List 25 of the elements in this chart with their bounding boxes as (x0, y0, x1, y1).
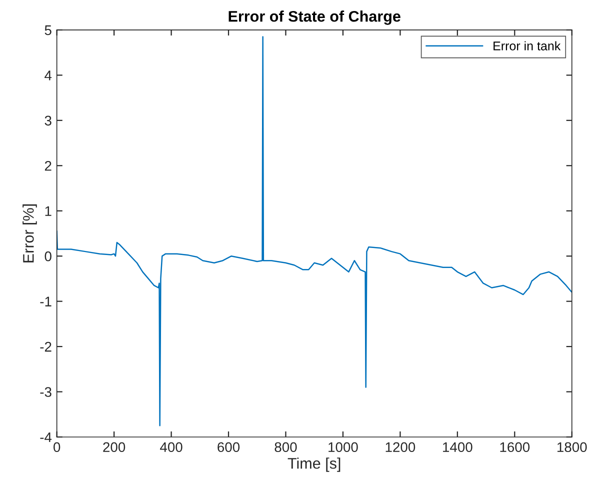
x-tick-label: 800 (274, 442, 297, 452)
line-series (56, 36, 572, 426)
x-axis-title: Time [s] (288, 458, 340, 472)
x-tick-label: 200 (103, 442, 126, 452)
y-tick-label: 0 (44, 251, 52, 262)
x-tick-label: 1400 (443, 442, 472, 452)
x-tick-label: 600 (218, 442, 240, 452)
y-tick-label: -3 (40, 387, 52, 397)
x-tick-label: 1600 (500, 442, 530, 452)
y-tick-label: 1 (45, 206, 52, 216)
legend-label: Error in tank (494, 41, 561, 50)
y-tick-label: 3 (44, 116, 52, 126)
y-axis-title: Error [%] (22, 204, 37, 262)
y-tick-label: -4 (40, 432, 52, 442)
chart-title: Error of State of Charge (228, 10, 400, 25)
x-tick-label: 1200 (386, 442, 416, 452)
y-tick-label: -1 (40, 296, 52, 306)
x-tick-label: 0 (54, 442, 60, 452)
x-tick-label: 400 (160, 442, 182, 452)
y-tick-label: 2 (44, 160, 52, 171)
x-tick-label: 1000 (328, 442, 358, 452)
x-tick-label: 1800 (557, 442, 587, 452)
y-tick-label: -2 (40, 342, 52, 352)
y-tick-label: 5 (44, 25, 52, 36)
y-tick-label: 4 (44, 70, 52, 80)
